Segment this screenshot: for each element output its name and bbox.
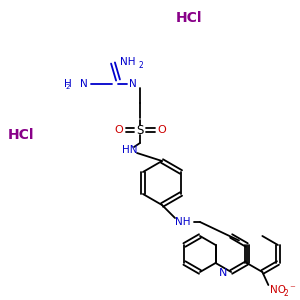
Text: 2: 2 [139, 61, 143, 70]
Text: O: O [158, 125, 166, 135]
Text: NO: NO [270, 285, 286, 295]
Text: N: N [219, 268, 228, 278]
Text: 2: 2 [284, 289, 289, 298]
Text: ⁻: ⁻ [290, 284, 295, 294]
Text: 2: 2 [66, 84, 70, 90]
Text: HCl: HCl [8, 128, 34, 142]
Text: NH: NH [175, 217, 191, 227]
Text: N: N [80, 79, 88, 89]
Text: HN: HN [122, 145, 138, 155]
Text: H: H [64, 79, 72, 89]
Text: NH: NH [120, 57, 136, 67]
Text: N: N [129, 79, 137, 89]
Text: HCl: HCl [176, 11, 202, 25]
Text: S: S [136, 124, 144, 136]
Text: O: O [115, 125, 123, 135]
